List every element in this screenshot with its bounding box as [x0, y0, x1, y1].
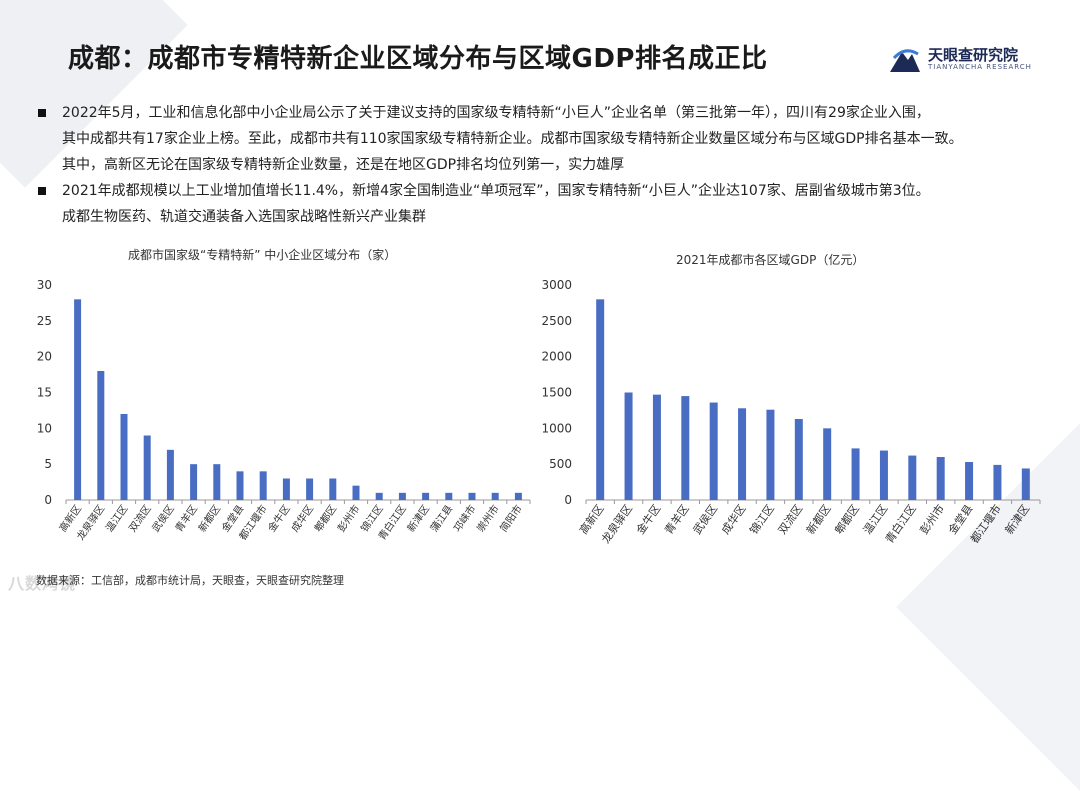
x-tick-label: 成华区 — [288, 502, 316, 534]
bar — [213, 464, 221, 500]
x-tick-label: 金牛区 — [633, 502, 663, 537]
y-tick-label: 0 — [44, 493, 52, 507]
y-tick-label: 15 — [37, 386, 52, 400]
logo-mountain-icon — [890, 49, 920, 72]
bar — [766, 409, 775, 500]
logo: 天眼查研究院 TIANYANCHA RESEARCH — [888, 42, 1038, 78]
bar — [282, 478, 290, 500]
y-tick-label: 2000 — [541, 350, 572, 364]
y-tick-label: 500 — [549, 457, 572, 471]
enterprise-distribution-chart: 051015202530高新区龙泉驿区温江区双流区武侯区青羊区新都区金堂县都江堰… — [37, 278, 531, 542]
bar — [259, 471, 267, 500]
x-tick-label: 双流区 — [775, 502, 805, 537]
x-tick-label: 郫都区 — [311, 502, 339, 534]
bar — [681, 396, 690, 500]
x-tick-label: 新津区 — [1002, 502, 1032, 537]
y-tick-label: 1500 — [541, 386, 572, 400]
x-tick-label: 武侯区 — [690, 502, 720, 537]
x-tick-label: 武侯区 — [149, 502, 177, 534]
x-tick-label: 新都区 — [195, 502, 223, 534]
watermark: 八数鸿镜 — [8, 574, 77, 593]
bar — [398, 492, 406, 500]
bar — [74, 299, 82, 500]
bar — [738, 408, 747, 500]
bullet-line: 2022年5月，工业和信息化部中小企业局公示了关于建议支持的国家级专精特新“小巨… — [62, 105, 930, 121]
x-tick-label: 成华区 — [718, 502, 748, 537]
district-gdp-chart: 050010001500200025003000高新区龙泉驿区金牛区青羊区武侯区… — [541, 278, 1041, 546]
chart-title-gdp: 2021年成都市各区域GDP（亿元） — [676, 253, 865, 267]
bullet-item: 2021年成都规模以上工业增加值增长11.4%，新增4家全国制造业“单项冠军”，… — [36, 178, 1056, 230]
y-tick-label: 30 — [37, 278, 52, 292]
bar — [993, 464, 1002, 500]
bar — [879, 450, 888, 500]
logo-subtitle: TIANYANCHA RESEARCH — [928, 63, 1032, 71]
bar — [491, 492, 499, 500]
y-tick-label: 3000 — [541, 278, 572, 292]
x-tick-label: 新都区 — [803, 502, 833, 537]
bar — [851, 448, 860, 500]
bar — [329, 478, 337, 500]
bar — [624, 392, 633, 500]
y-tick-label: 25 — [37, 314, 52, 328]
bullet-square-icon — [38, 109, 46, 117]
bar — [936, 457, 945, 500]
bar — [190, 464, 198, 500]
data-source: 数据来源：工信部，成都市统计局，天眼查，天眼查研究院整理 — [36, 574, 344, 587]
x-tick-label: 郫都区 — [832, 502, 862, 537]
bar — [908, 455, 917, 500]
x-tick-label: 青羊区 — [172, 502, 200, 534]
bar — [445, 492, 453, 500]
bar — [166, 449, 174, 500]
y-tick-label: 10 — [37, 421, 52, 435]
chart-title-enterprises: 成都市国家级“专精特新” 中小企业区域分布（家） — [128, 248, 397, 262]
x-tick-label: 双流区 — [126, 502, 154, 534]
x-tick-label: 金牛区 — [265, 502, 293, 534]
y-tick-label: 1000 — [541, 421, 572, 435]
logo-name: 天眼查研究院 — [928, 46, 1019, 64]
x-tick-label: 邛崃市 — [451, 502, 479, 534]
y-tick-label: 5 — [44, 457, 52, 471]
x-tick-label: 蒲江县 — [427, 502, 455, 534]
bar — [422, 492, 430, 500]
bullet-item: 2022年5月，工业和信息化部中小企业局公示了关于建议支持的国家级专精特新“小巨… — [36, 100, 1056, 178]
bullet-line: 2021年成都规模以上工业增加值增长11.4%，新增4家全国制造业“单项冠军”，… — [62, 183, 930, 199]
bullet-square-icon — [38, 187, 46, 195]
x-tick-label: 锦江区 — [746, 502, 776, 537]
bullet-list: 2022年5月，工业和信息化部中小企业局公示了关于建议支持的国家级专精特新“小巨… — [36, 100, 1056, 230]
x-tick-label: 新津区 — [404, 502, 432, 534]
bar — [709, 402, 718, 500]
bar — [375, 492, 383, 500]
x-tick-label: 彭州市 — [917, 502, 947, 537]
x-tick-label: 高新区 — [576, 502, 606, 537]
x-tick-label: 简阳市 — [497, 502, 525, 534]
bar — [965, 462, 974, 500]
bar — [143, 435, 151, 500]
bar — [596, 299, 605, 500]
x-tick-label: 崇州市 — [474, 502, 502, 534]
x-tick-label: 温江区 — [861, 502, 891, 536]
bar — [823, 428, 832, 500]
bar — [1021, 468, 1030, 500]
bar — [514, 492, 522, 500]
x-tick-label: 彭州市 — [335, 502, 363, 534]
bar — [236, 471, 244, 500]
bar — [120, 414, 128, 500]
bar — [97, 371, 105, 500]
bar — [306, 478, 314, 500]
x-tick-label: 青羊区 — [661, 502, 691, 537]
bar — [794, 419, 803, 500]
bullet-line: 成都生物医药、轨道交通装备入选国家战略性新兴产业集群 — [62, 209, 426, 225]
bullet-line: 其中成都共有17家企业上榜。至此，成都市共有110家国家级专精特新企业。成都市国… — [62, 131, 963, 147]
bullet-line: 其中，高新区无论在国家级专精特新企业数量，还是在地区GDP排名均位列第一，实力雄… — [62, 157, 625, 173]
page-title: 成都：成都市专精特新企业区域分布与区域GDP排名成正比 — [68, 44, 768, 74]
bar — [652, 394, 661, 500]
bar — [468, 492, 476, 500]
y-tick-label: 2500 — [541, 314, 572, 328]
x-tick-label: 金堂县 — [945, 502, 975, 537]
y-tick-label: 0 — [564, 493, 572, 507]
x-tick-label: 温江区 — [103, 503, 130, 534]
bar — [352, 485, 360, 500]
y-tick-label: 20 — [37, 350, 52, 364]
